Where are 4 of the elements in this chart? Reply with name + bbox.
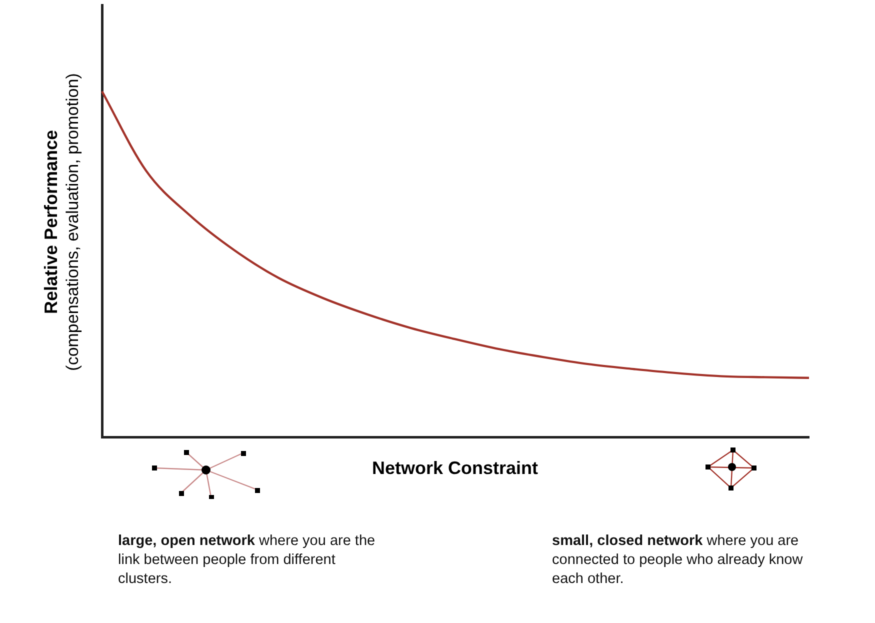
y-axis-title: Relative Performance (compensations, evaluation, promotion) (40, 72, 83, 373)
text: small, closed network (552, 533, 703, 549)
x-axis-title: Network Constraint (370, 458, 540, 479)
text: large, open network (118, 533, 255, 549)
